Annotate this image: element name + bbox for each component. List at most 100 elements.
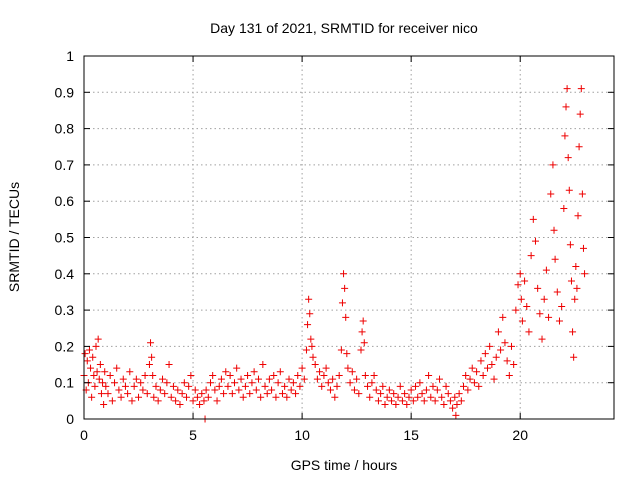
data-point [111, 379, 119, 387]
y-tick-label: 0.9 [55, 84, 75, 100]
y-tick-label: 0 [66, 411, 74, 427]
data-point [274, 379, 282, 387]
data-point [130, 382, 138, 390]
data-point [81, 350, 89, 358]
data-point [350, 386, 358, 394]
data-point [331, 393, 339, 401]
data-point [501, 339, 509, 347]
data-point [570, 353, 578, 361]
data-point [490, 375, 498, 383]
data-point [357, 346, 365, 354]
data-point [94, 335, 102, 343]
data-point [475, 382, 483, 390]
data-point [101, 368, 109, 376]
data-point [510, 361, 518, 369]
data-point [159, 375, 167, 383]
data-point [453, 400, 461, 408]
data-point [85, 346, 93, 354]
data-point [233, 364, 241, 372]
data-point [538, 335, 546, 343]
data-point [117, 393, 125, 401]
data-point [185, 382, 193, 390]
data-point [87, 364, 95, 372]
data-point [248, 379, 256, 387]
data-point [167, 393, 175, 401]
data-point [422, 386, 430, 394]
data-point [88, 393, 96, 401]
data-point [296, 382, 304, 390]
data-point [215, 382, 223, 390]
data-point [148, 353, 156, 361]
data-point [564, 154, 572, 162]
data-point [341, 284, 349, 292]
data-point [377, 390, 385, 398]
data-point [254, 375, 262, 383]
y-tick-label: 0.1 [55, 375, 75, 391]
data-point [124, 390, 132, 398]
x-tick-label: 20 [512, 427, 528, 443]
data-point [425, 371, 433, 379]
data-point [316, 368, 324, 376]
data-point [361, 371, 369, 379]
data-point [270, 371, 278, 379]
data-point [304, 321, 312, 329]
data-point [436, 375, 444, 383]
data-point [527, 252, 535, 260]
data-point [97, 390, 105, 398]
data-point [401, 390, 409, 398]
data-point [137, 379, 145, 387]
data-point [104, 390, 112, 398]
data-point [172, 397, 180, 405]
data-point [494, 328, 502, 336]
data-point [230, 379, 238, 387]
y-tick-label: 0.5 [55, 230, 75, 246]
data-point [92, 342, 100, 350]
data-point [263, 390, 271, 398]
data-point [566, 241, 574, 249]
data-point [466, 375, 474, 383]
data-point [292, 390, 300, 398]
data-point [427, 393, 435, 401]
data-point [540, 295, 548, 303]
data-point [392, 400, 400, 408]
data-point [553, 288, 561, 296]
data-point [174, 386, 182, 394]
data-point [283, 393, 291, 401]
data-point [348, 368, 356, 376]
data-point [202, 386, 210, 394]
data-point [405, 393, 413, 401]
data-point [394, 393, 402, 401]
data-point [449, 404, 457, 412]
data-point [503, 357, 511, 365]
axis-ticks [83, 55, 614, 420]
data-point [381, 400, 389, 408]
data-point [187, 371, 195, 379]
data-point [342, 313, 350, 321]
data-point [83, 357, 91, 365]
data-point [512, 306, 520, 314]
data-point [241, 382, 249, 390]
data-point [272, 393, 280, 401]
data-point [189, 397, 197, 405]
data-point [572, 263, 580, 271]
x-tick-label: 10 [294, 427, 310, 443]
data-point [385, 386, 393, 394]
data-point [250, 368, 258, 376]
y-tick-label: 0.7 [55, 157, 75, 173]
y-tick-label: 0.2 [55, 338, 75, 354]
data-point [550, 226, 558, 234]
data-point [220, 390, 228, 398]
data-point [403, 400, 411, 408]
data-point [305, 295, 313, 303]
data-point [516, 270, 524, 278]
data-point [135, 393, 143, 401]
data-point [100, 400, 108, 408]
data-point [257, 393, 265, 401]
data-point [281, 382, 289, 390]
data-point [99, 379, 107, 387]
data-point [531, 237, 539, 245]
data-point [379, 382, 387, 390]
data-point [477, 357, 485, 365]
data-point [326, 386, 334, 394]
data-point [565, 186, 573, 194]
